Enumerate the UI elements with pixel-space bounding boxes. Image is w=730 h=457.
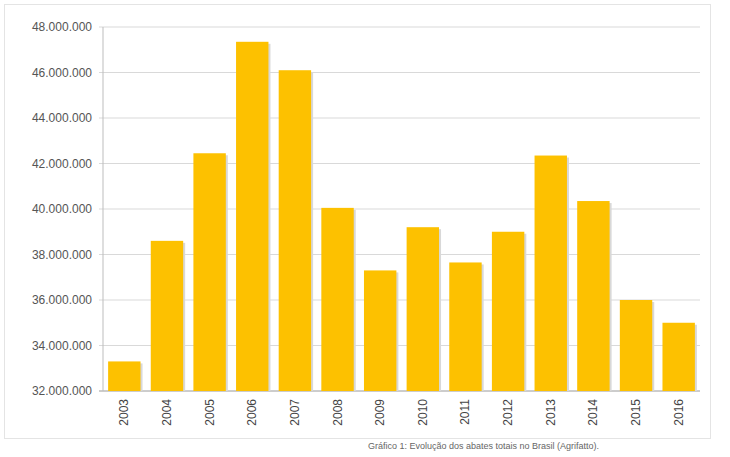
grid-line [99, 27, 700, 28]
x-tick-label: 2003 [117, 399, 131, 426]
bar [535, 156, 567, 391]
y-tick-label: 38.000.000 [32, 248, 92, 262]
y-tick-label: 42.000.000 [32, 157, 92, 171]
x-tick-label: 2007 [288, 399, 302, 426]
bar [620, 300, 652, 391]
y-tick-label: 40.000.000 [32, 202, 92, 216]
x-tick-label: 2016 [672, 399, 686, 426]
grid-line [99, 163, 700, 164]
x-tick-label: 2006 [245, 399, 259, 426]
x-tick-label: 2012 [501, 399, 515, 426]
x-tick-label: 2011 [458, 399, 472, 425]
bar [449, 262, 481, 391]
bar [236, 42, 268, 391]
x-tick-label: 2005 [203, 399, 217, 426]
bar [108, 361, 140, 391]
x-tick-label: 2015 [629, 399, 643, 426]
x-tick-label: 2008 [331, 399, 345, 426]
x-tick-label: 2004 [160, 399, 174, 426]
y-tick-label: 36.000.000 [32, 293, 92, 307]
bar [407, 227, 439, 391]
bar [364, 270, 396, 391]
x-tick-label: 2013 [544, 399, 558, 426]
x-tick-label: 2010 [416, 399, 430, 426]
bar [577, 201, 609, 391]
y-tick-label: 34.000.000 [32, 339, 92, 353]
bar [492, 232, 524, 391]
y-axis [103, 27, 104, 391]
chart: 32.000.000 34.000.000 36.000.000 38.000.000… [0, 0, 730, 457]
bar [662, 323, 694, 391]
y-tick-label: 48.000.000 [32, 20, 92, 34]
y-tick-label: 32.000.000 [32, 384, 92, 398]
grid-line [99, 72, 700, 73]
bar [151, 241, 183, 391]
y-tick-label: 46.000.000 [32, 66, 92, 80]
frame [5, 5, 711, 439]
bar [193, 153, 225, 391]
x-tick-label: 2014 [586, 399, 600, 426]
caption: Gráfico 1: Evolução dos abates totais no… [368, 441, 599, 451]
bars [108, 42, 697, 391]
y-tick-label: 44.000.000 [32, 111, 92, 125]
grid-line [99, 118, 700, 119]
x-tick-label: 2009 [373, 399, 387, 426]
bar [321, 208, 353, 391]
bar [279, 70, 311, 391]
